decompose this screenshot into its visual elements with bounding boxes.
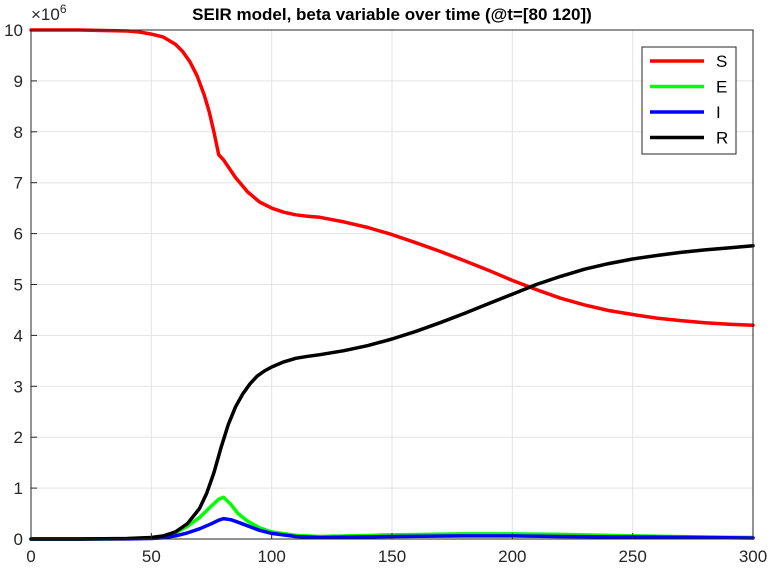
y-tick-label: 0 bbox=[14, 530, 23, 549]
y-tick-label: 3 bbox=[14, 377, 23, 396]
series-line-r bbox=[29, 244, 755, 541]
chart-title: SEIR model, beta variable over time (@t=… bbox=[192, 5, 592, 24]
x-tick-label: 300 bbox=[739, 547, 767, 566]
y-exponent-power: 6 bbox=[60, 2, 67, 16]
legend-label-r: R bbox=[716, 129, 728, 148]
y-tick-label: 2 bbox=[14, 428, 23, 447]
ticks bbox=[30, 29, 754, 540]
x-tick-label: 100 bbox=[257, 547, 285, 566]
x-tick-label: 0 bbox=[26, 547, 35, 566]
y-tick-label: 9 bbox=[14, 72, 23, 91]
y-tick-label: 6 bbox=[14, 225, 23, 244]
y-exponent-label: ×106 bbox=[31, 2, 67, 24]
x-tick-label: 250 bbox=[618, 547, 646, 566]
y-tick-label: 7 bbox=[14, 174, 23, 193]
series-line-s bbox=[29, 28, 755, 327]
x-tick-label: 50 bbox=[142, 547, 161, 566]
y-tick-label: 1 bbox=[14, 479, 23, 498]
legend-label-i: I bbox=[716, 103, 721, 122]
y-tick-label: 5 bbox=[14, 276, 23, 295]
legend: SEIR bbox=[641, 46, 737, 155]
y-tick-label: 10 bbox=[4, 21, 23, 40]
x-tick-label: 150 bbox=[378, 547, 406, 566]
y-tick-label: 8 bbox=[14, 123, 23, 142]
tick-labels: 0 50 100 150 200 250 300 0 1 2 3 4 5 6 7 8 9 10 bbox=[4, 21, 767, 566]
legend-label-s: S bbox=[716, 52, 727, 71]
legend-label-e: E bbox=[716, 78, 727, 97]
y-exponent-base: ×10 bbox=[31, 5, 60, 24]
y-tick-label: 4 bbox=[14, 326, 23, 345]
x-tick-label: 200 bbox=[498, 547, 526, 566]
